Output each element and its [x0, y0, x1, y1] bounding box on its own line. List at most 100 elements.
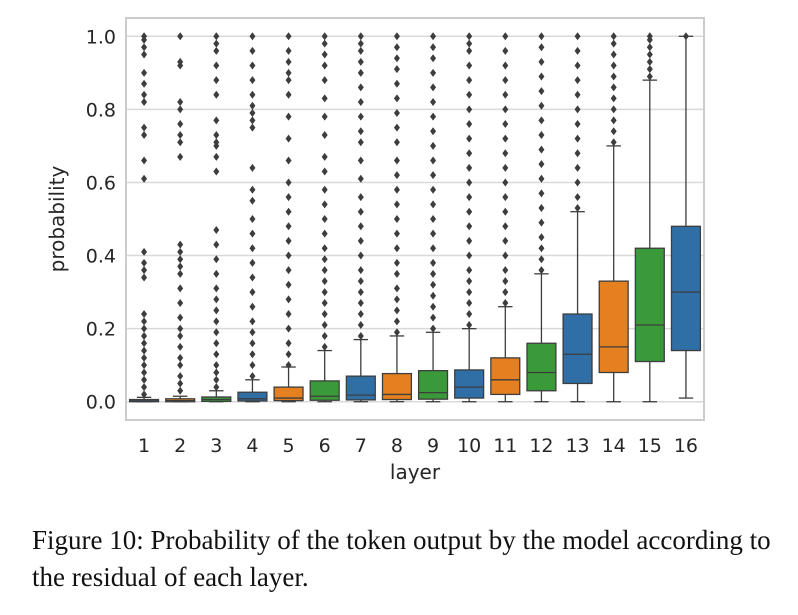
outlier-marker — [249, 90, 256, 99]
box-layer-2 — [165, 32, 196, 403]
outlier-marker — [213, 284, 220, 293]
outlier-marker — [502, 178, 509, 187]
outlier-marker — [321, 310, 328, 319]
outlier-marker — [430, 200, 437, 209]
outlier-marker — [141, 339, 148, 348]
outlier-marker — [574, 193, 581, 202]
outlier-marker — [249, 328, 256, 337]
box-layer-10 — [454, 32, 485, 403]
outlier-marker — [357, 251, 364, 260]
outlier-marker — [249, 258, 256, 267]
plot-frame — [125, 17, 705, 421]
outlier-marker — [610, 61, 617, 70]
outlier-marker — [430, 83, 437, 92]
box-layer-1 — [128, 32, 160, 403]
outlier-marker — [249, 273, 256, 282]
outlier-marker — [393, 43, 400, 52]
outlier-marker — [610, 32, 617, 41]
outlier-marker — [249, 32, 256, 41]
outlier-marker — [249, 244, 256, 253]
outlier-marker — [249, 76, 256, 85]
outlier-marker — [321, 215, 328, 223]
outlier-marker — [321, 152, 328, 161]
box-iqr — [634, 247, 665, 363]
outlier-marker — [610, 39, 617, 48]
outlier-marker — [285, 76, 292, 85]
outlier-marker — [141, 331, 148, 340]
outlier-marker — [682, 32, 689, 41]
outlier-marker — [430, 313, 437, 322]
outlier-marker — [574, 90, 581, 99]
outlier-marker — [213, 361, 220, 370]
outlier-marker — [538, 130, 545, 139]
y-tick-label: 0.4 — [86, 246, 116, 268]
outlier-marker — [646, 72, 653, 81]
outlier-marker — [502, 288, 509, 297]
outlier-marker — [285, 222, 292, 231]
y-axis-label: probability — [45, 165, 69, 272]
box-layer — [128, 32, 702, 403]
outlier-marker — [430, 185, 437, 194]
outlier-marker — [141, 156, 148, 165]
outlier-marker — [502, 134, 509, 143]
outlier-marker — [213, 317, 220, 326]
outlier-marker — [466, 119, 473, 128]
outlier-marker — [321, 32, 328, 41]
outlier-marker — [502, 207, 509, 216]
outlier-marker — [466, 105, 473, 114]
outlier-marker — [321, 185, 328, 194]
outlier-marker — [177, 98, 184, 107]
outlier-marker — [141, 258, 148, 267]
outlier-marker — [177, 255, 184, 264]
y-tick-label: 0.2 — [86, 319, 116, 341]
outlier-marker — [610, 94, 617, 103]
outlier-marker — [430, 291, 437, 300]
outlier-marker — [177, 379, 184, 388]
outlier-marker — [141, 247, 148, 256]
outlier-marker — [213, 375, 220, 384]
outlier-marker — [502, 251, 509, 260]
outlier-marker — [285, 236, 292, 245]
outlier-marker — [285, 134, 292, 143]
outlier-marker — [466, 251, 473, 260]
outlier-marker — [321, 266, 328, 275]
outlier-marker — [538, 160, 545, 169]
outlier-marker — [213, 225, 220, 234]
box-iqr — [490, 357, 521, 396]
outlier-marker — [213, 32, 220, 41]
outlier-marker — [285, 310, 292, 319]
outlier-marker — [357, 57, 364, 66]
outlier-marker — [502, 119, 509, 128]
outlier-marker — [249, 361, 256, 370]
outlier-marker — [357, 331, 364, 340]
outlier-marker — [502, 299, 509, 308]
outlier-marker — [141, 361, 148, 370]
outlier-marker — [285, 90, 292, 99]
outlier-marker — [285, 57, 292, 66]
outlier-marker — [466, 32, 473, 41]
outlier-marker — [610, 50, 617, 59]
outlier-marker — [502, 46, 509, 55]
outlier-marker — [357, 320, 364, 329]
outlier-marker — [538, 57, 545, 66]
outlier-marker — [141, 68, 148, 77]
outlier-marker — [502, 163, 509, 172]
outlier-marker — [466, 61, 473, 70]
outlier-marker — [574, 76, 581, 85]
outlier-marker — [321, 50, 328, 59]
outlier-marker — [249, 229, 256, 238]
box-layer-7 — [345, 32, 376, 403]
box-iqr — [562, 313, 593, 385]
outlier-marker — [610, 72, 617, 81]
box-iqr — [309, 380, 340, 401]
outlier-marker — [502, 193, 509, 202]
outlier-marker — [393, 109, 400, 118]
outlier-marker — [646, 65, 653, 74]
outlier-marker — [357, 83, 364, 92]
outlier-marker — [610, 83, 617, 92]
outlier-marker — [177, 313, 184, 322]
outlier-marker — [393, 200, 400, 209]
outlier-marker — [357, 310, 364, 319]
outlier-marker — [321, 342, 328, 351]
outlier-marker — [285, 68, 292, 77]
